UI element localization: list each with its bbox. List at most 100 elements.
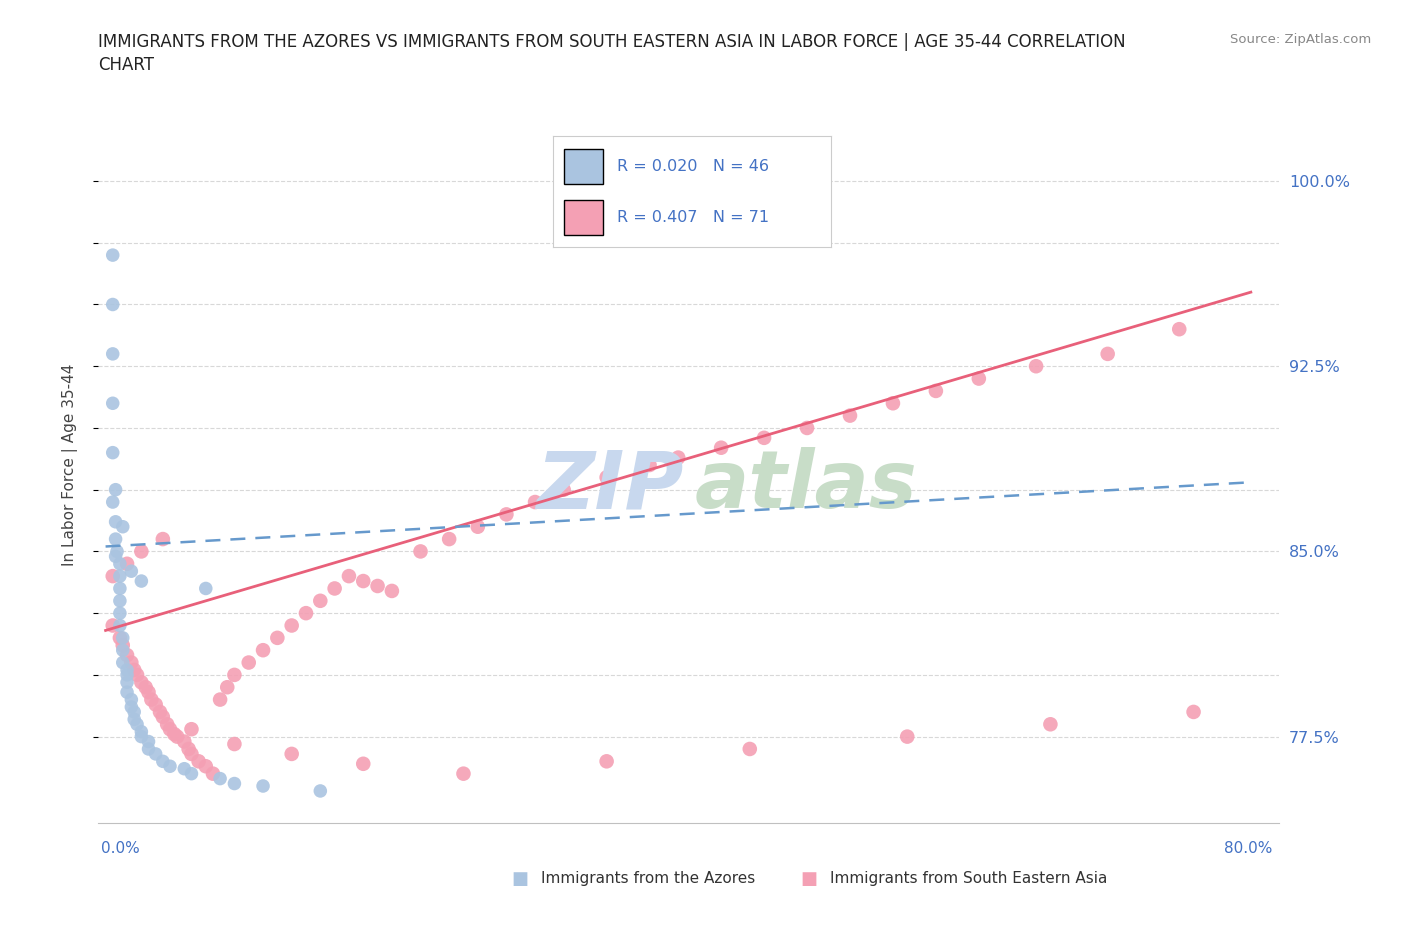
Point (238, 655, 260, 670)
Point (224, 777, 246, 791)
Point (1039, 717, 1062, 732)
Text: 0.0%: 0.0% (101, 841, 141, 856)
Point (839, 408, 862, 423)
Point (553, 483, 575, 498)
Point (108, 631, 131, 645)
Point (295, 605, 318, 620)
Point (666, 450, 689, 465)
Point (595, 470, 617, 485)
Point (409, 544, 432, 559)
Point (149, 705, 172, 720)
Point (224, 737, 246, 751)
Point (495, 507, 517, 522)
Point (115, 675, 138, 690)
Text: ZIP: ZIP (536, 447, 683, 525)
Point (152, 710, 174, 724)
Point (187, 754, 209, 769)
Point (166, 729, 188, 744)
Point (120, 564, 142, 578)
Text: ■: ■ (512, 870, 529, 888)
Point (173, 734, 195, 749)
Point (159, 759, 181, 774)
Point (180, 747, 202, 762)
Point (925, 383, 948, 398)
Point (105, 544, 128, 559)
Point (280, 618, 302, 633)
Point (145, 747, 167, 762)
Point (1168, 322, 1191, 337)
Point (115, 556, 138, 571)
Point (120, 692, 142, 707)
Point (111, 638, 134, 653)
Point (122, 662, 145, 677)
Point (437, 532, 460, 547)
Text: Immigrants from South Eastern Asia: Immigrants from South Eastern Asia (830, 871, 1107, 886)
Point (122, 705, 145, 720)
Point (309, 783, 332, 798)
Point (101, 618, 124, 633)
Point (108, 618, 131, 633)
Point (138, 734, 160, 749)
Text: atlas: atlas (695, 447, 918, 525)
Point (138, 684, 160, 699)
Point (125, 717, 148, 732)
Point (217, 680, 239, 695)
Point (111, 643, 134, 658)
Point (111, 655, 134, 670)
Point (101, 247, 124, 262)
Point (752, 431, 775, 445)
Point (180, 722, 202, 737)
Point (115, 684, 138, 699)
Point (131, 724, 153, 739)
Point (224, 668, 246, 683)
Point (595, 754, 617, 769)
Point (524, 495, 547, 510)
Point (194, 759, 217, 774)
Point (180, 766, 202, 781)
Point (131, 729, 153, 744)
Point (159, 722, 181, 737)
Point (120, 699, 142, 714)
Point (173, 762, 195, 777)
Point (131, 574, 153, 589)
Point (152, 754, 174, 769)
Point (796, 420, 818, 435)
Point (381, 583, 404, 598)
Point (710, 440, 733, 455)
Point (138, 741, 160, 756)
Point (352, 756, 374, 771)
Point (122, 711, 145, 726)
Point (209, 692, 232, 707)
Point (108, 568, 131, 583)
Point (101, 495, 124, 510)
Point (367, 578, 389, 593)
Point (266, 631, 288, 645)
Point (194, 581, 217, 596)
Point (131, 544, 153, 559)
Point (104, 549, 127, 564)
Point (280, 747, 302, 762)
Point (967, 371, 990, 386)
Point (131, 675, 153, 690)
Point (882, 396, 904, 411)
Point (101, 347, 124, 362)
Point (163, 726, 186, 741)
Point (896, 729, 918, 744)
Point (108, 605, 131, 620)
Point (467, 519, 489, 534)
Point (145, 698, 167, 712)
Point (101, 297, 124, 312)
Point (111, 631, 134, 645)
Point (323, 581, 346, 596)
Point (1182, 705, 1205, 720)
Point (115, 647, 138, 662)
Y-axis label: In Labor Force | Age 35-44: In Labor Force | Age 35-44 (62, 364, 77, 566)
Point (120, 655, 142, 670)
Point (1097, 347, 1119, 362)
Point (101, 445, 124, 460)
Point (104, 514, 127, 529)
Point (252, 643, 274, 658)
Text: ■: ■ (800, 870, 817, 888)
Point (352, 574, 374, 589)
Point (141, 692, 163, 707)
